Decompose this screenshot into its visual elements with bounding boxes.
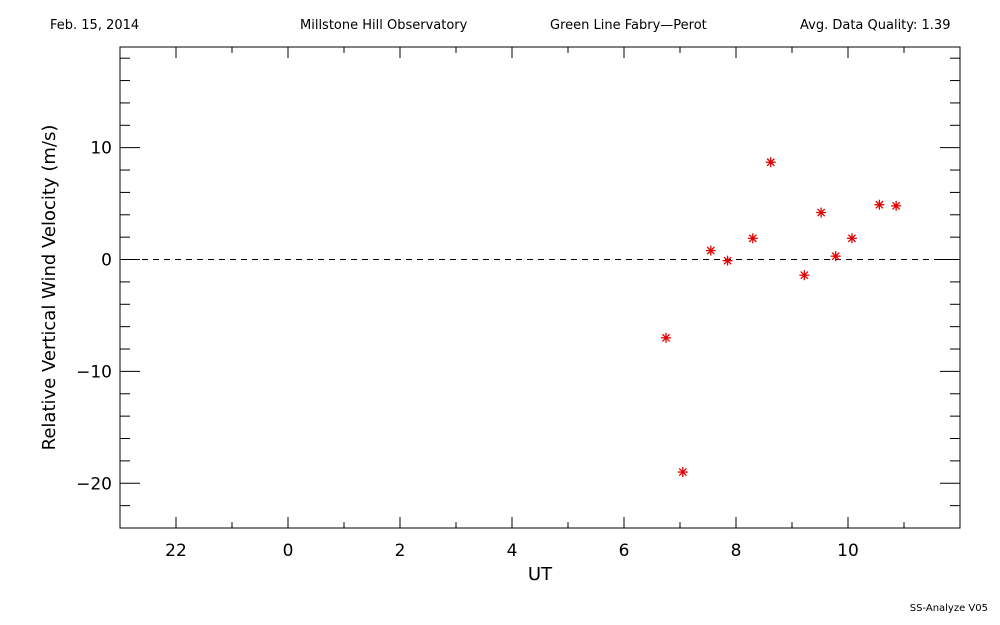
x-tick-label: 2 [395, 541, 406, 561]
x-tick-label: 0 [283, 541, 294, 561]
data-point [874, 199, 885, 210]
x-tick-label: 10 [837, 541, 859, 561]
data-point [799, 270, 810, 281]
x-tick-label: 8 [731, 541, 742, 561]
y-tick-label: 10 [90, 139, 112, 159]
observatory-label: Millstone Hill Observatory [300, 18, 468, 33]
data-point [705, 245, 716, 256]
data-point [661, 332, 671, 343]
software-version-label: SS-Analyze V05 [909, 603, 988, 614]
data-quality-label: Avg. Data Quality: 1.39 [800, 18, 951, 33]
data-point [891, 200, 902, 211]
data-point [677, 467, 688, 478]
x-tick-label: 22 [165, 541, 187, 561]
y-tick-label: −10 [76, 362, 112, 382]
x-axis-label: UT [528, 564, 553, 585]
x-tick-label: 6 [619, 541, 630, 561]
data-point [816, 207, 827, 218]
y-tick-label: 0 [101, 251, 112, 271]
x-tick-label: 4 [507, 541, 518, 561]
y-axis-label: Relative Vertical Wind Velocity (m/s) [39, 125, 60, 451]
y-tick-label: −20 [76, 474, 112, 494]
instrument-label: Green Line Fabry—Perot [550, 18, 707, 33]
data-point [765, 157, 776, 168]
data-point [722, 255, 733, 266]
data-point [846, 233, 857, 244]
data-point [747, 233, 758, 244]
date-label: Feb. 15, 2014 [50, 18, 140, 33]
data-point [830, 251, 841, 262]
plot-frame [119, 46, 961, 529]
